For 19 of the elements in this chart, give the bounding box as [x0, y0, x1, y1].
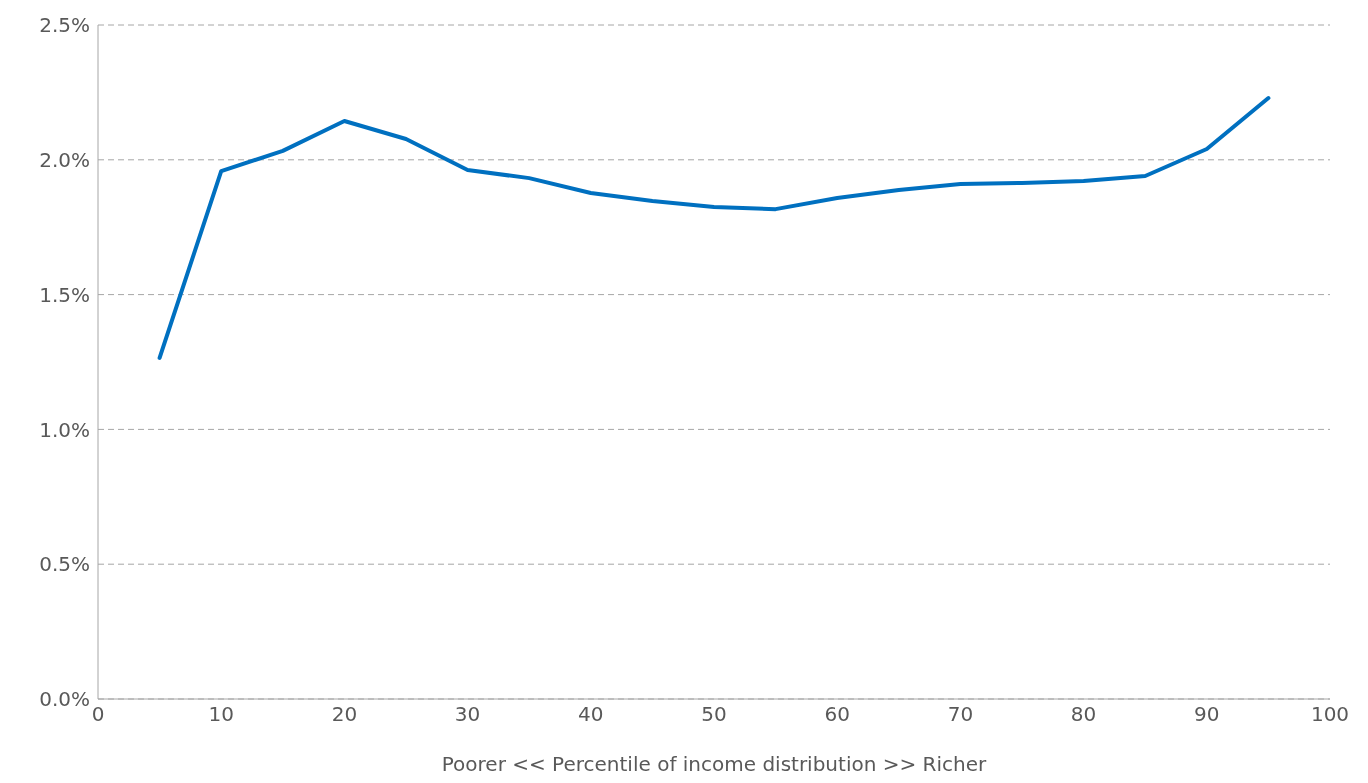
- x-tick-label: 100: [1310, 702, 1350, 727]
- y-tick-label: 2.0%: [39, 147, 90, 172]
- x-tick-label: 30: [454, 702, 481, 727]
- y-tick-label: 1.0%: [39, 417, 90, 442]
- x-tick-label: 0: [91, 702, 105, 727]
- line-series: [157, 96, 1271, 360]
- x-tick-label: 20: [331, 702, 358, 727]
- y-tick-label: 2.5%: [39, 13, 90, 38]
- x-tick-label: 80: [1070, 702, 1097, 727]
- x-tick-label: 70: [947, 702, 974, 727]
- x-tick-label: 50: [701, 702, 727, 727]
- x-axis-title: Poorer << Percentile of income distribution >> Richer: [441, 752, 988, 776]
- y-tick-label: 1.5%: [39, 282, 90, 307]
- y-tick-label: 0.0%: [39, 687, 90, 712]
- x-tick-label: 10: [208, 702, 234, 727]
- x-tick-label: 90: [1194, 702, 1220, 727]
- y-tick-label: 0.5%: [39, 552, 90, 577]
- x-tick-label: 60: [824, 702, 850, 727]
- x-tick-label: 40: [578, 702, 604, 727]
